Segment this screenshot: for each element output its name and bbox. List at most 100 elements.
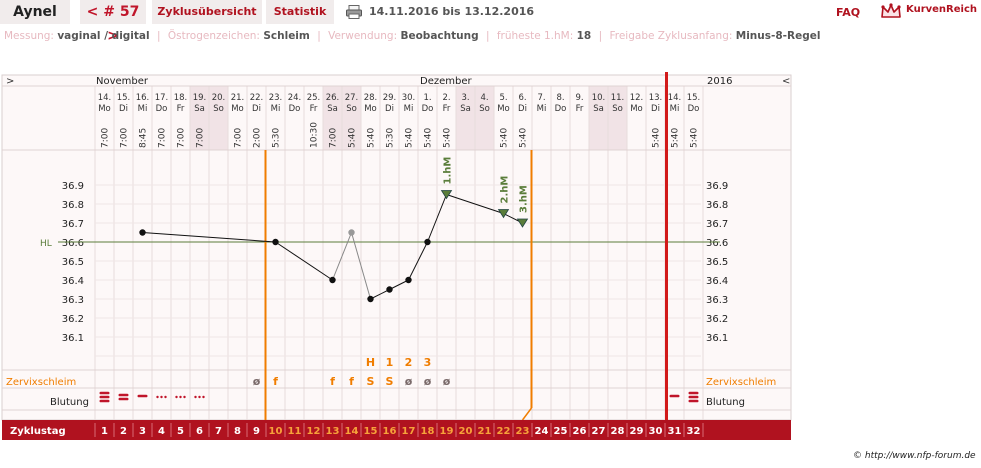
bleeding-bar bbox=[99, 399, 110, 403]
cycle-day-number: 30 bbox=[649, 426, 663, 437]
temperature-point bbox=[367, 295, 374, 303]
y-tick-label: 36.3 bbox=[62, 295, 84, 306]
cycle-day-number: 11 bbox=[288, 426, 302, 437]
weekday-label: Mi bbox=[138, 104, 148, 114]
cover-line-label: HL bbox=[40, 239, 52, 249]
bleeding-bar bbox=[669, 394, 680, 398]
spotting-dot bbox=[194, 395, 197, 399]
temperature-segment bbox=[275, 241, 333, 281]
weekday-label: So bbox=[612, 104, 623, 114]
cycle-day-number: 29 bbox=[630, 426, 644, 437]
measure-time: 5:40 bbox=[424, 128, 434, 148]
measure-time: 8:45 bbox=[139, 128, 149, 148]
date-label: 19. bbox=[193, 93, 207, 103]
date-label: 14. bbox=[98, 93, 112, 103]
weekday-label: Fr bbox=[576, 104, 584, 114]
weekend-shade bbox=[323, 86, 342, 150]
nav-back-icon[interactable]: > bbox=[6, 76, 14, 87]
month-label: Dezember bbox=[420, 76, 472, 87]
cycle-day-number: 16 bbox=[383, 426, 397, 437]
brand-name[interactable]: KurvenReich bbox=[906, 4, 978, 15]
cycle-day-number: 2 bbox=[120, 426, 127, 437]
y-tick-label: 36.9 bbox=[62, 181, 84, 192]
statistics-link[interactable]: Statistik bbox=[266, 0, 334, 24]
cycle-day-number: 13 bbox=[326, 426, 340, 437]
cycle-day-number: 19 bbox=[440, 426, 454, 437]
nav-forward-icon[interactable]: < bbox=[782, 76, 790, 87]
cycle-overview-link[interactable]: Zyklusübersicht bbox=[152, 0, 262, 24]
measure-time: 7:00 bbox=[196, 128, 206, 148]
date-label: 4. bbox=[480, 93, 488, 103]
measure-time: 5:30 bbox=[272, 128, 282, 148]
top-bar: Aynel < # 57 > Zyklusübersicht Statistik… bbox=[0, 0, 981, 44]
measure-time: 5:40 bbox=[443, 128, 453, 148]
cycle-day-number: 12 bbox=[307, 426, 321, 437]
cycle-day-number: 15 bbox=[364, 426, 378, 437]
date-range: 14.11.2016 bis 13.12.2016 bbox=[369, 5, 535, 18]
earliest-hm-label: früheste 1.hM: bbox=[496, 30, 574, 42]
weekday-label: Do bbox=[289, 104, 301, 114]
spotting-dot bbox=[160, 395, 163, 399]
cycle-day-number: 24 bbox=[535, 426, 549, 437]
user-name: Aynel bbox=[0, 0, 70, 24]
date-label: 10. bbox=[592, 93, 606, 103]
temperature-point bbox=[139, 229, 146, 236]
cycle-day-number: 32 bbox=[687, 426, 701, 437]
faq-link[interactable]: FAQ bbox=[836, 6, 861, 19]
weekend-shade bbox=[608, 86, 627, 150]
date-label: 18. bbox=[174, 93, 188, 103]
higher-measure-label: 2.hM bbox=[500, 176, 511, 204]
date-label: 22. bbox=[250, 93, 264, 103]
cycle-day-number: 5 bbox=[177, 426, 184, 437]
weekday-label: Do bbox=[422, 104, 434, 114]
temperature-segment bbox=[370, 289, 390, 300]
date-label: 9. bbox=[575, 93, 583, 103]
bleeding-bar bbox=[688, 399, 699, 403]
bleeding-bar bbox=[99, 395, 110, 399]
date-label: 28. bbox=[364, 93, 378, 103]
date-label: 20. bbox=[212, 93, 226, 103]
y-tick-label-right: 36.4 bbox=[706, 276, 728, 287]
weekday-label: So bbox=[479, 104, 490, 114]
y-tick-label-right: 36.8 bbox=[706, 200, 728, 211]
temperature-segment bbox=[351, 232, 371, 300]
date-label: 2. bbox=[442, 93, 450, 103]
y-tick-label: 36.6 bbox=[62, 238, 84, 249]
weekday-label: So bbox=[213, 104, 224, 114]
date-label: 21. bbox=[231, 93, 245, 103]
separator: | bbox=[485, 30, 490, 42]
measure-time: 7:00 bbox=[329, 128, 339, 148]
spotting-dot bbox=[198, 395, 201, 399]
temperature-chart: > November Dezember 2016 <14.Mo15.Di16.Mi17.… bbox=[1, 72, 792, 440]
date-label: 11. bbox=[611, 93, 625, 103]
printer-icon[interactable] bbox=[346, 5, 362, 19]
cycle-day-number: 3 bbox=[139, 426, 146, 437]
date-label: 1. bbox=[423, 93, 431, 103]
mucus-symbol: ø bbox=[424, 375, 432, 388]
weekday-label: Sa bbox=[327, 104, 338, 114]
weekday-label: Sa bbox=[460, 104, 471, 114]
measure-time: 7:00 bbox=[120, 128, 130, 148]
cycle-day-number: 8 bbox=[234, 426, 241, 437]
measure-time: 7:00 bbox=[234, 128, 244, 148]
separator: | bbox=[317, 30, 321, 42]
cycle-day-number: 26 bbox=[573, 426, 587, 437]
temperature-segment bbox=[446, 194, 504, 214]
date-label: 12. bbox=[630, 93, 644, 103]
weekday-label: Do bbox=[555, 104, 567, 114]
measure-time: 7:00 bbox=[101, 128, 111, 148]
date-label: 3. bbox=[461, 93, 469, 103]
cycle-selector[interactable]: < # 57 > bbox=[80, 0, 146, 44]
mucus-row-label: Zervixschleim bbox=[6, 377, 76, 388]
spotting-dot bbox=[175, 395, 178, 399]
y-tick-label: 36.5 bbox=[62, 257, 84, 268]
weekday-label: So bbox=[346, 104, 357, 114]
measure-time: 5:40 bbox=[500, 128, 510, 148]
temperature-segment bbox=[332, 232, 352, 281]
peak-count-label: 2 bbox=[405, 356, 413, 369]
measure-time: 5:40 bbox=[671, 128, 681, 148]
higher-measure-label: 1.hM bbox=[443, 157, 454, 185]
y-tick-label-right: 36.7 bbox=[706, 219, 728, 230]
measure-time: 10:30 bbox=[310, 122, 320, 148]
measure-time: 7:00 bbox=[158, 128, 168, 148]
